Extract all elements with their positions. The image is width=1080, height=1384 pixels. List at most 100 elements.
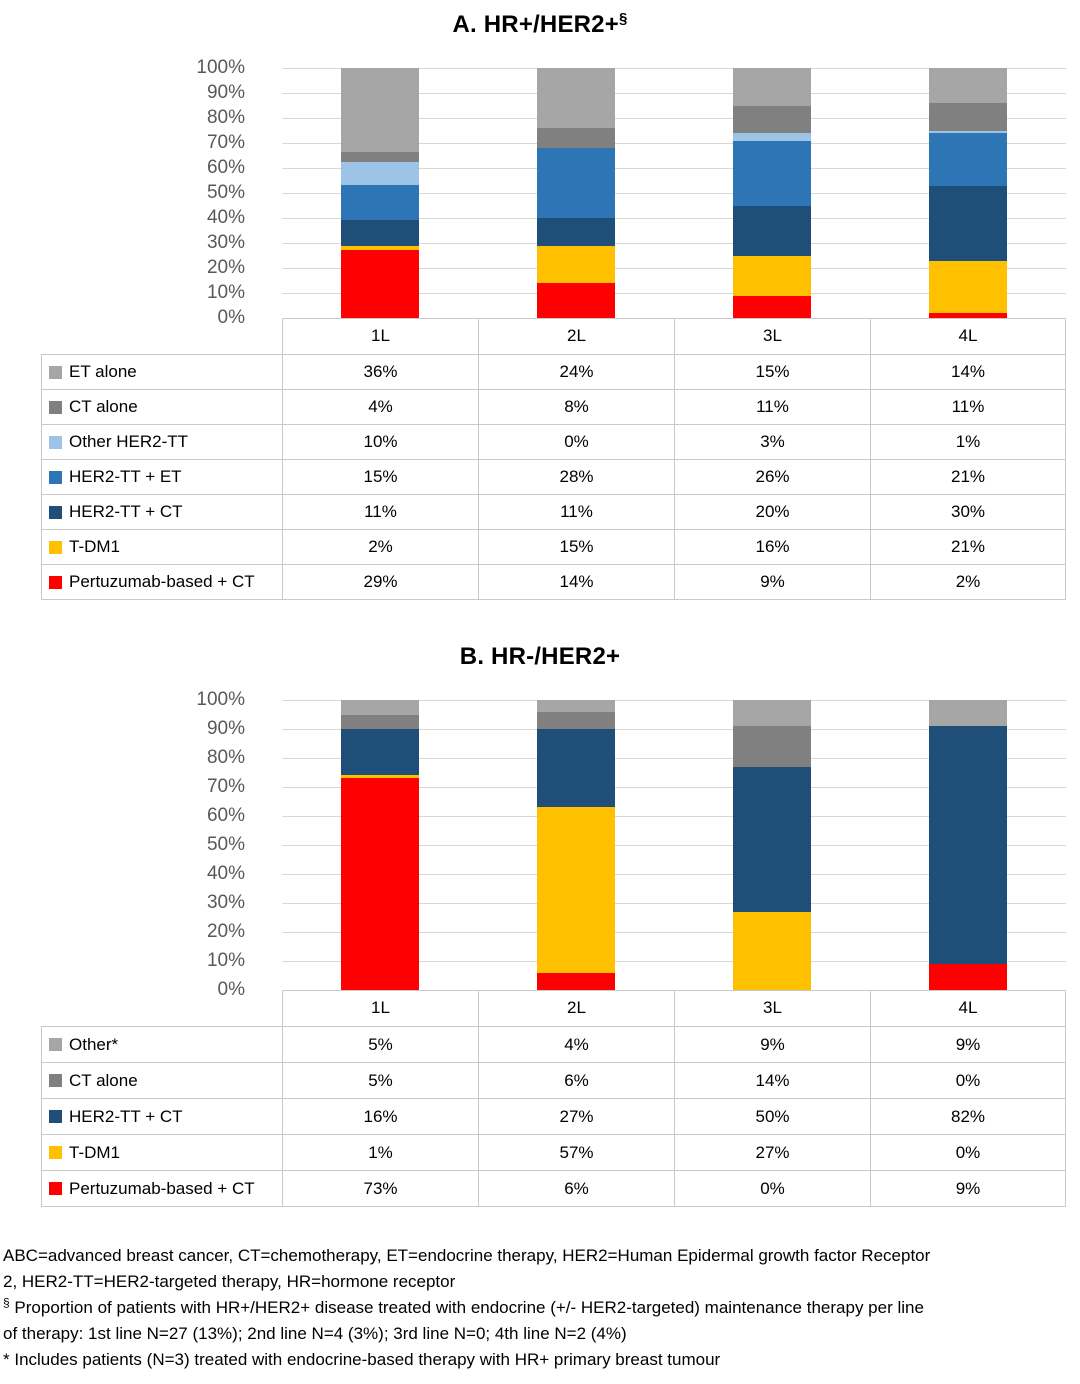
chart-a-section: A. HR+/HER2+§ 100% 90% 80% 70% 60% 50% 40% 30% 2… [0, 8, 1080, 600]
table-row: ET alone 36% 24% 15% 14% [41, 355, 1066, 390]
value-cell: 15% [478, 530, 674, 565]
y-axis: 100% 90% 80% 70% 60% 50% 40% 30% 20% 10% 0% [41, 57, 282, 328]
bar-segment [341, 152, 419, 162]
gridline [282, 292, 1066, 294]
series-name: CT alone [69, 397, 138, 416]
value-cell: 4% [282, 390, 478, 425]
value-cell: 11% [478, 495, 674, 530]
stacked-bar-4l [929, 68, 1007, 318]
gridline [282, 67, 1066, 69]
value-cell: 26% [674, 460, 870, 495]
stacked-bar-1l [341, 68, 419, 318]
table-header-row: 1L 2L 3L 4L [41, 990, 1066, 1027]
y-tick-label: 60% [206, 805, 245, 826]
bar-segment [733, 726, 811, 767]
legend-label-cell: Pertuzumab-based + CT [41, 1171, 282, 1207]
value-cell: 9% [674, 565, 870, 600]
legend-label-cell: T-DM1 [41, 530, 282, 565]
table-header-row: 1L 2L 3L 4L [41, 318, 1066, 355]
bar-segment [733, 205, 811, 256]
legend-swatch [49, 365, 62, 379]
bar-segment [537, 218, 615, 246]
y-tick-label: 50% [206, 834, 245, 855]
stacked-bar-2l [537, 68, 615, 318]
column-header-1l: 1L [282, 318, 478, 355]
value-cell: 11% [870, 390, 1066, 425]
legend-label-cell: HER2-TT + ET [41, 460, 282, 495]
value-cell: 14% [478, 565, 674, 600]
value-cell: 9% [870, 1171, 1066, 1207]
gridline [282, 217, 1066, 219]
gridline [282, 960, 1066, 962]
value-cell: 16% [282, 1099, 478, 1135]
chart-b-plot-row: 100% 90% 80% 70% 60% 50% 40% 30% 20% 10% 0% [41, 689, 1066, 1000]
bar-segment [537, 283, 615, 318]
legend-label-cell: ET alone [41, 355, 282, 390]
chart-a-title: A. HR+/HER2+§ [0, 8, 1080, 42]
value-cell: 5% [282, 1027, 478, 1063]
plot-area [282, 699, 1066, 991]
table-row: HER2-TT + ET 15% 28% 26% 21% [41, 460, 1066, 495]
y-tick-label: 70% [206, 776, 245, 797]
value-cell: 8% [478, 390, 674, 425]
value-cell: 9% [870, 1027, 1066, 1063]
legend-label-cell: Other* [41, 1027, 282, 1063]
bar-segment [733, 140, 811, 206]
table-row: CT alone 4% 8% 11% 11% [41, 390, 1066, 425]
series-name: Pertuzumab-based + CT [69, 1178, 255, 1198]
column-header-3l: 3L [674, 318, 870, 355]
gridline [282, 699, 1066, 701]
gridline [282, 873, 1066, 875]
y-tick-label: 50% [206, 182, 245, 203]
value-cell: 0% [870, 1135, 1066, 1171]
bar-segment [929, 726, 1007, 964]
column-header-2l: 2L [478, 990, 674, 1027]
gridline [282, 989, 1066, 991]
value-cell: 28% [478, 460, 674, 495]
value-cell: 11% [282, 495, 478, 530]
table-corner-cell [41, 990, 282, 1027]
bar-segment [341, 775, 419, 779]
value-cell: 36% [282, 355, 478, 390]
gridline [282, 757, 1066, 759]
abbreviations-note-text: ABC=advanced breast cancer, CT=chemother… [3, 1246, 931, 1291]
gridline [282, 902, 1066, 904]
legend-label-cell: CT alone [41, 1063, 282, 1099]
data-table: 1L 2L 3L 4L Other* 5% 4% 9% 9% CT alone 5% 6% 14% 0% H… [41, 990, 1066, 1207]
bar-segment [341, 161, 419, 185]
table-row: Other* 5% 4% 9% 9% [41, 1027, 1066, 1063]
bar-segment [929, 103, 1007, 131]
legend-label-cell: HER2-TT + CT [41, 1099, 282, 1135]
value-cell: 20% [674, 495, 870, 530]
bar-segment [537, 148, 615, 218]
legend-swatch [49, 1038, 62, 1051]
gridline [282, 317, 1066, 319]
y-tick-label: 10% [206, 950, 245, 971]
y-tick-label: 80% [206, 747, 245, 768]
bar-segment [537, 972, 615, 990]
column-header-4l: 4L [870, 990, 1066, 1027]
abbreviations-note: ABC=advanced breast cancer, CT=chemother… [3, 1243, 1070, 1295]
chart-a-title-superscript: § [618, 10, 628, 27]
bar-segment [929, 133, 1007, 186]
table-corner-cell [41, 318, 282, 355]
value-cell: 2% [870, 565, 1066, 600]
bar-segment [341, 714, 419, 730]
value-cell: 57% [478, 1135, 674, 1171]
y-tick-label: 40% [206, 207, 245, 228]
value-cell: 1% [282, 1135, 478, 1171]
value-cell: 0% [870, 1063, 1066, 1099]
bar-segment [929, 700, 1007, 727]
bar-segment [341, 250, 419, 318]
section-symbol-marker: § [3, 1295, 10, 1310]
legend-label-cell: Other HER2-TT [41, 425, 282, 460]
y-tick-label: 70% [206, 132, 245, 153]
section-symbol-note-text: Proportion of patients with HR+/HER2+ di… [3, 1298, 924, 1343]
value-cell: 29% [282, 565, 478, 600]
series-name: Other HER2-TT [69, 432, 189, 451]
bar-segment [341, 219, 419, 246]
y-tick-label: 60% [206, 157, 245, 178]
chart-a-wrap: 100% 90% 80% 70% 60% 50% 40% 30% 20% 10% 0% 1L 2L 3L… [41, 57, 1066, 600]
y-tick-label: 20% [206, 921, 245, 942]
gridline [282, 142, 1066, 144]
